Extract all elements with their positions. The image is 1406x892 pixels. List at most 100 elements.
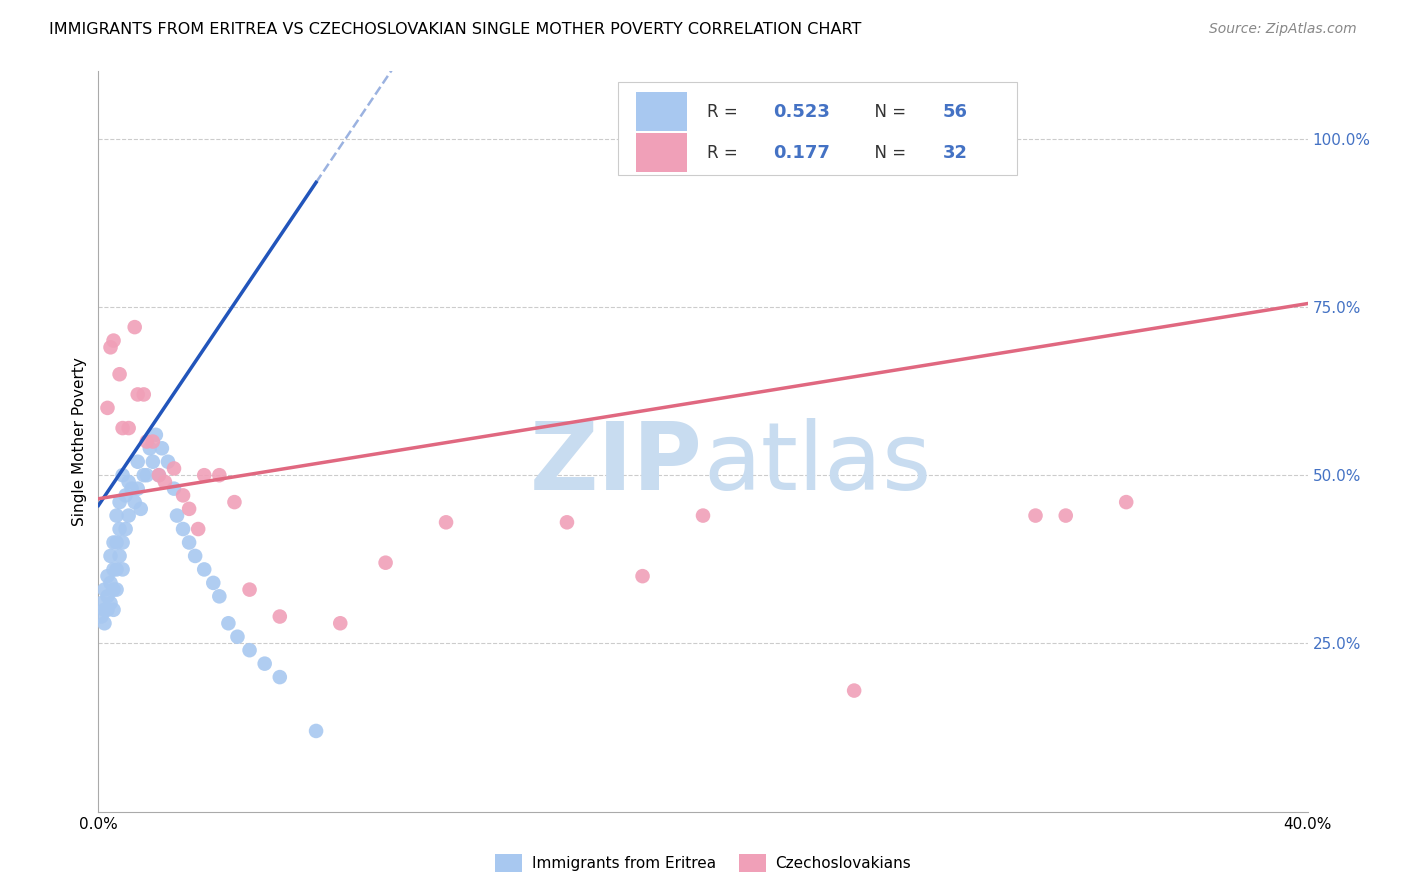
Point [148, 468, 170, 483]
Point [329, 616, 352, 631]
Point [118, 421, 141, 435]
Text: R =: R = [707, 103, 742, 120]
Point [111, 562, 134, 576]
Point [179, 535, 201, 549]
Point [631, 569, 654, 583]
Point [555, 516, 578, 530]
Point [132, 387, 155, 401]
Text: N =: N = [863, 144, 911, 161]
Point [93, 616, 115, 631]
Point [127, 455, 149, 469]
Text: atlas: atlas [703, 417, 931, 509]
Point [305, 723, 328, 738]
Point [150, 442, 173, 456]
Point [111, 468, 134, 483]
Text: IMMIGRANTS FROM ERITREA VS CZECHOSLOVAKIAN SINGLE MOTHER POVERTY CORRELATION CHA: IMMIGRANTS FROM ERITREA VS CZECHOSLOVAKI… [49, 22, 862, 37]
Point [1115, 495, 1137, 509]
Point [269, 670, 291, 684]
Point [93, 603, 115, 617]
FancyBboxPatch shape [619, 82, 1018, 175]
Point [202, 575, 225, 590]
Point [129, 501, 152, 516]
Point [239, 582, 262, 597]
Point [844, 683, 866, 698]
Point [163, 461, 186, 475]
Point [692, 508, 714, 523]
Point [103, 334, 125, 348]
Point [96, 603, 118, 617]
Point [179, 501, 201, 516]
Point [434, 516, 457, 530]
Point [103, 535, 125, 549]
Point [96, 401, 118, 415]
Point [90, 609, 112, 624]
Point [239, 643, 262, 657]
Point [208, 590, 231, 604]
Point [217, 616, 239, 631]
Point [172, 488, 194, 502]
Point [142, 434, 165, 449]
Point [108, 368, 131, 382]
Point [127, 387, 149, 401]
FancyBboxPatch shape [637, 93, 688, 131]
Text: 0.177: 0.177 [773, 144, 830, 161]
Point [1054, 508, 1077, 523]
Point [111, 421, 134, 435]
Point [90, 596, 112, 610]
Point [172, 522, 194, 536]
Point [139, 442, 162, 456]
Point [184, 549, 207, 563]
Point [96, 569, 118, 583]
Point [114, 488, 136, 502]
Point [187, 522, 209, 536]
Text: Source: ZipAtlas.com: Source: ZipAtlas.com [1209, 22, 1357, 37]
Point [108, 495, 131, 509]
Point [108, 549, 131, 563]
Point [111, 535, 134, 549]
Text: R =: R = [707, 144, 742, 161]
Text: 56: 56 [942, 103, 967, 120]
Point [121, 482, 143, 496]
Point [124, 320, 146, 334]
Point [105, 508, 128, 523]
Point [135, 434, 157, 449]
Point [374, 556, 396, 570]
Point [105, 562, 128, 576]
Point [127, 482, 149, 496]
Point [93, 582, 115, 597]
Text: 0.523: 0.523 [773, 103, 830, 120]
FancyBboxPatch shape [637, 133, 688, 172]
Point [135, 468, 157, 483]
Point [193, 562, 215, 576]
Point [124, 495, 146, 509]
Point [105, 582, 128, 597]
Point [142, 455, 165, 469]
Point [100, 575, 122, 590]
Point [100, 340, 122, 354]
Point [224, 495, 246, 509]
Point [1024, 508, 1046, 523]
Point [132, 468, 155, 483]
Point [100, 549, 122, 563]
Legend: Immigrants from Eritrea, Czechoslovakians: Immigrants from Eritrea, Czechoslovakian… [489, 848, 917, 878]
Point [118, 508, 141, 523]
Point [269, 609, 291, 624]
Point [153, 475, 176, 489]
Text: 32: 32 [942, 144, 967, 161]
Point [103, 562, 125, 576]
Y-axis label: Single Mother Poverty: Single Mother Poverty [72, 357, 87, 526]
Point [108, 522, 131, 536]
Point [96, 590, 118, 604]
Point [100, 596, 122, 610]
Text: N =: N = [863, 103, 911, 120]
Point [156, 455, 179, 469]
Point [253, 657, 276, 671]
Point [166, 508, 188, 523]
Text: ZIP: ZIP [530, 417, 703, 509]
Point [145, 427, 167, 442]
Point [103, 582, 125, 597]
Point [118, 475, 141, 489]
Point [208, 468, 231, 483]
Point [114, 522, 136, 536]
Point [105, 535, 128, 549]
